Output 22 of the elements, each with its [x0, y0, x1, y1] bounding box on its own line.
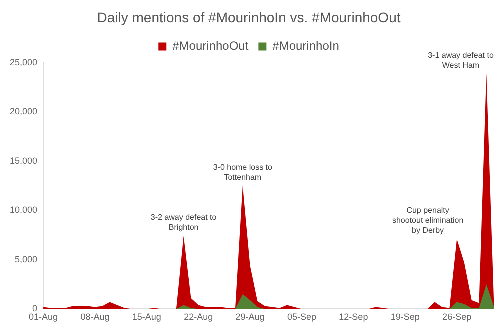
annotation: 3-1 away defeat to West Ham — [427, 50, 495, 71]
x-tick-label: 05-Sep — [287, 312, 317, 322]
y-tick-label: 15,000 — [10, 156, 38, 166]
x-tick-label: 22-Aug — [184, 312, 214, 322]
x-tick-label: 26-Sep — [442, 312, 472, 322]
chart-title: Daily mentions of #MourinhoIn vs. #MourinhoOut — [97, 9, 401, 26]
annotation: 3-2 away defeat to Brighton — [150, 213, 218, 234]
y-tick-label: 0 — [32, 304, 38, 314]
legend-label: #MourinhoIn — [272, 39, 340, 54]
legend-label: #MourinhoOut — [172, 39, 250, 54]
y-tick-label: 20,000 — [10, 106, 38, 117]
x-tick-label: 15-Aug — [132, 312, 162, 322]
x-tick-label: 08-Aug — [80, 312, 110, 322]
annotation: 3-0 home loss to Tottenham — [212, 163, 274, 183]
y-tick-label: 25,000 — [10, 57, 38, 68]
x-tick-label: 19-Sep — [390, 312, 420, 322]
x-tick-label: 01-Aug — [29, 312, 58, 322]
y-tick-label: 10,000 — [10, 205, 38, 216]
y-tick-label: 5,000 — [14, 254, 38, 264]
annotation: Cup penalty shootout elimination by Derby — [391, 206, 465, 236]
x-tick-label: 12-Sep — [339, 312, 368, 322]
x-tick-label: 29-Aug — [236, 312, 265, 322]
